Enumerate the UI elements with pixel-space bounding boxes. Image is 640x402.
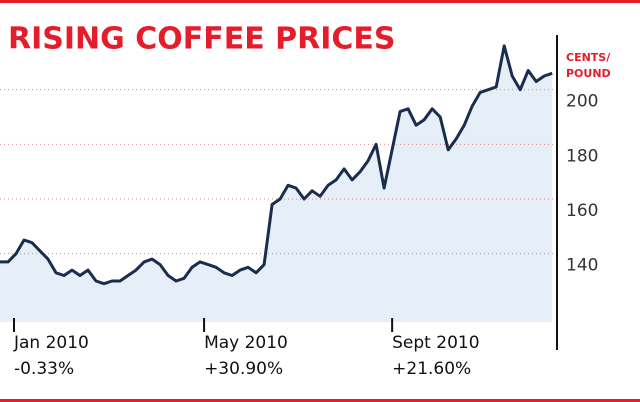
y-tick-label: 140 <box>566 256 598 276</box>
chart-title: RISING COFFEE PRICES <box>8 22 396 57</box>
x-tick-change: +30.90% <box>204 359 283 379</box>
y-axis-label: CENTS/ <box>566 51 611 64</box>
x-tick-change: +21.60% <box>392 359 471 379</box>
y-axis-label: POUND <box>566 67 611 80</box>
top-border <box>0 0 640 3</box>
plot-area <box>0 44 557 323</box>
area <box>0 45 553 323</box>
y-tick-label: 180 <box>566 146 598 166</box>
x-tick-label: Sept 2010 <box>392 333 479 353</box>
x-tick-label: Jan 2010 <box>13 333 89 353</box>
line <box>0 44 553 286</box>
x-tick-label: May 2010 <box>204 333 288 353</box>
x-tick-change: -0.33% <box>14 359 74 379</box>
bottom-border <box>0 399 640 402</box>
y-tick-label: 160 <box>566 201 598 221</box>
y-tick-label: 200 <box>566 92 598 112</box>
